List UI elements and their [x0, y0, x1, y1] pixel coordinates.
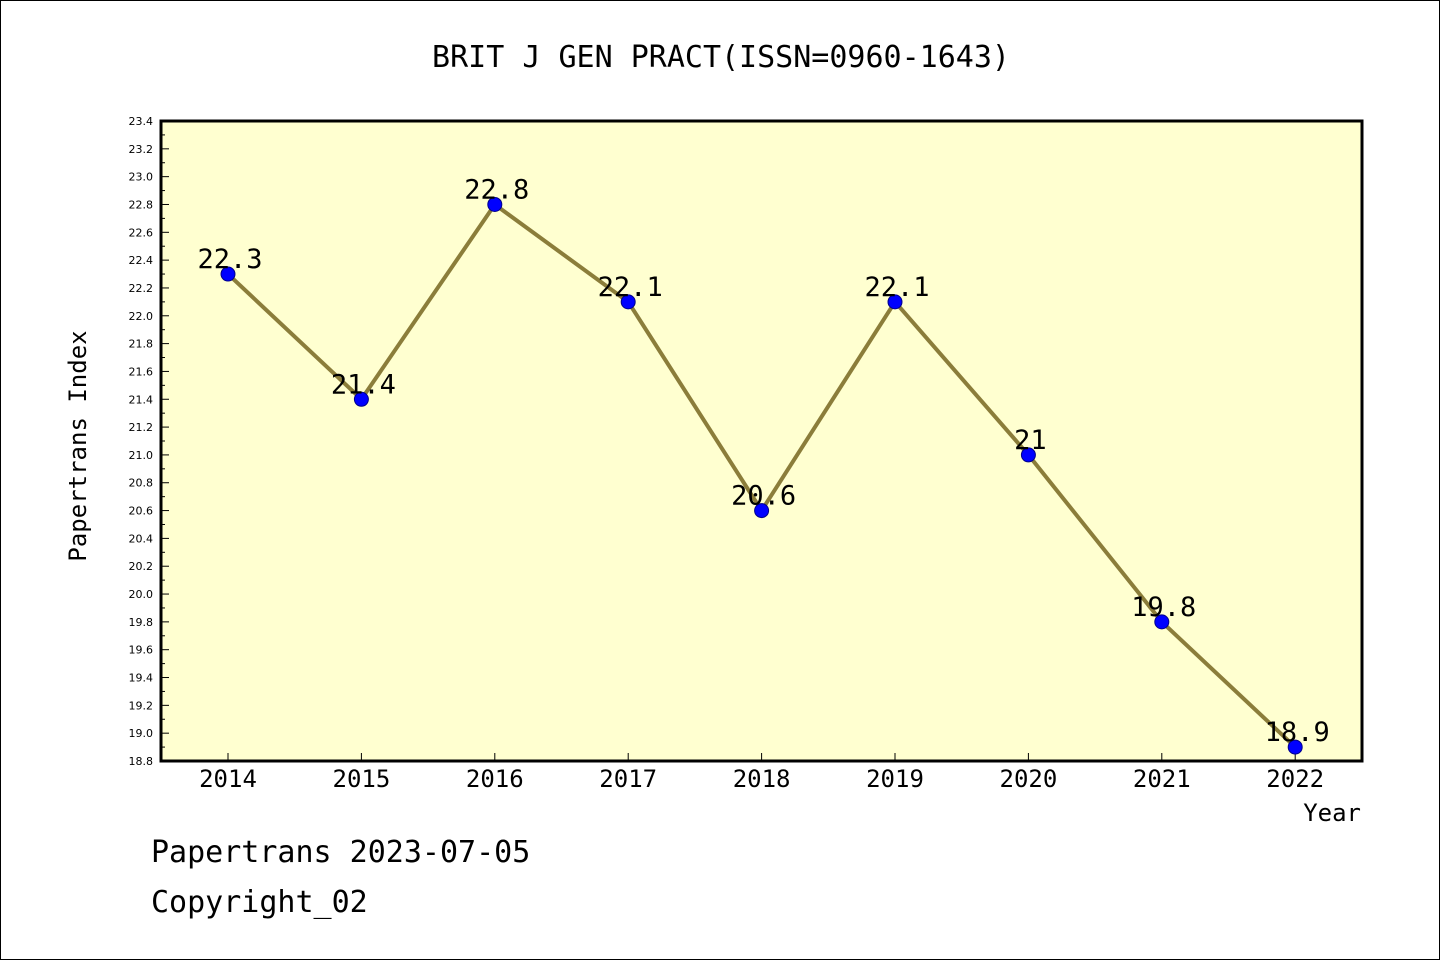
- data-label: 19.8: [1131, 592, 1196, 623]
- data-point: [353, 391, 369, 407]
- y-axis-label: Papertrans Index: [64, 330, 92, 561]
- data-label: 22.8: [464, 174, 529, 205]
- x-tick-label: 2021: [1133, 765, 1191, 793]
- y-tick-label: 20.2: [129, 560, 154, 573]
- data-point: [487, 196, 503, 212]
- data-labels: 22.3 21.4 22.8 22.1 20.6 22.1 21 19.8 18.9: [197, 174, 1329, 748]
- plot-area: [159, 119, 1364, 763]
- y-tick-label: 19.4: [129, 672, 154, 685]
- data-label: 20.6: [731, 481, 796, 512]
- y-tick-label: 20.8: [129, 477, 154, 490]
- x-axis: 2014 2015 2016 2017 2018 2019 2020 2021 2022: [199, 753, 1324, 793]
- y-tick-label: 22.0: [129, 310, 154, 323]
- y-tick-label: 22.4: [129, 254, 154, 267]
- y-tick-label: 19.0: [129, 727, 154, 740]
- footer-date-text: Papertrans 2023-07-05: [151, 835, 531, 870]
- data-point: [220, 266, 236, 282]
- y-tick-label: 21.0: [129, 449, 154, 462]
- x-tick-label: 2016: [466, 765, 524, 793]
- data-point: [1287, 739, 1303, 755]
- y-tick-label: 20.0: [129, 588, 154, 601]
- y-tick-label: 19.2: [129, 699, 154, 712]
- y-tick-label: 21.4: [129, 393, 154, 406]
- data-label: 21: [1014, 425, 1047, 456]
- data-point: [1020, 447, 1036, 463]
- data-label: 22.1: [864, 272, 929, 303]
- x-tick-label: 2022: [1266, 765, 1324, 793]
- x-tick-label: 2018: [733, 765, 791, 793]
- y-tick-label: 23.4: [129, 115, 154, 128]
- data-point: [754, 503, 770, 519]
- data-point: [1154, 614, 1170, 630]
- y-tick-label: 21.8: [129, 338, 154, 351]
- y-tick-label: 20.6: [129, 505, 154, 518]
- y-tick-label: 22.6: [129, 226, 154, 239]
- data-point: [887, 294, 903, 310]
- footer-copyright-text: Copyright_02: [151, 885, 368, 920]
- y-tick-label: 23.0: [129, 171, 154, 184]
- x-tick-label: 2015: [333, 765, 391, 793]
- y-tick-label: 21.6: [129, 365, 154, 378]
- y-tick-label: 20.4: [129, 532, 154, 545]
- data-label: 18.9: [1265, 717, 1330, 748]
- y-tick-label: 22.2: [129, 282, 154, 295]
- x-tick-label: 2014: [199, 765, 257, 793]
- data-label: 21.4: [331, 369, 396, 400]
- x-tick-label: 2020: [1000, 765, 1058, 793]
- y-tick-label: 23.2: [129, 143, 154, 156]
- x-tick-label: 2019: [866, 765, 924, 793]
- series-group: [220, 196, 1303, 755]
- data-label: 22.3: [197, 244, 262, 275]
- y-tick-label: 19.6: [129, 644, 154, 657]
- data-point: [620, 294, 636, 310]
- y-tick-label: 18.8: [129, 755, 154, 768]
- x-tick-label: 2017: [599, 765, 657, 793]
- data-label: 22.1: [598, 272, 663, 303]
- y-tick-label: 22.8: [129, 198, 154, 211]
- chart-title: BRIT J GEN PRACT(ISSN=0960-1643): [432, 40, 1010, 75]
- y-tick-label: 19.8: [129, 616, 154, 629]
- x-axis-label: Year: [1303, 799, 1361, 827]
- y-tick-label: 21.2: [129, 421, 154, 434]
- y-axis: 18.8 19.0 19.2 19.4 19.6 19.8 20.0 20.2 20.4 20.6…: [129, 115, 169, 768]
